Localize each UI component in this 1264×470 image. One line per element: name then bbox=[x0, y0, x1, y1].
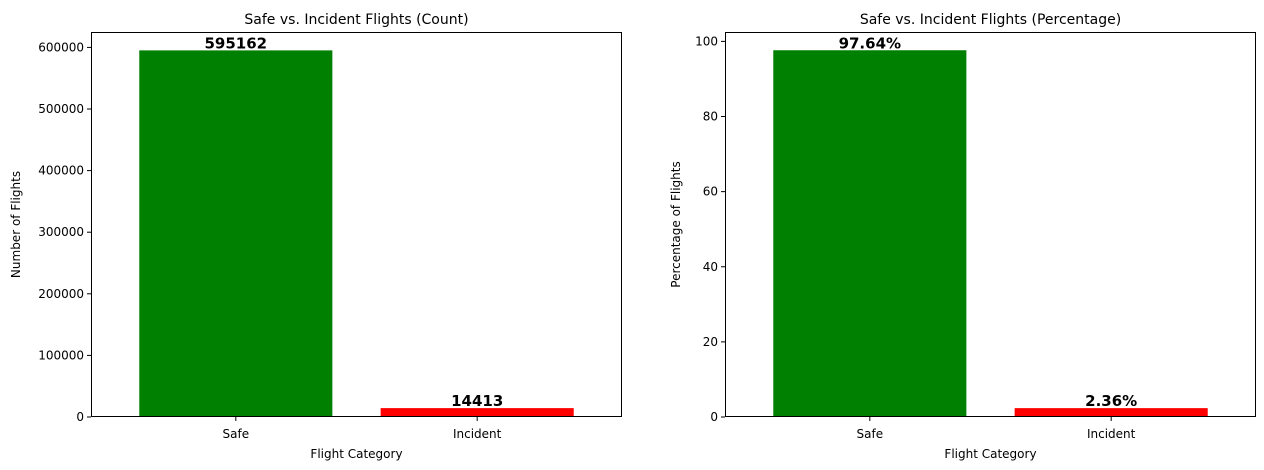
x-axis-label: Flight Category bbox=[310, 447, 402, 461]
data-label-incident: 14413 bbox=[451, 392, 503, 410]
y-tick-label: 600000 bbox=[38, 40, 84, 54]
y-tick-label: 400000 bbox=[38, 164, 84, 178]
y-tick-label: 300000 bbox=[38, 225, 84, 239]
y-tick-label: 80 bbox=[703, 110, 718, 124]
y-tick-label: 100 bbox=[695, 34, 718, 48]
y-tick-label: 40 bbox=[703, 260, 718, 274]
y-axis-label: Number of Flights bbox=[9, 171, 23, 278]
bar-safe bbox=[773, 50, 967, 417]
y-tick-label: 0 bbox=[76, 410, 84, 424]
count-chart-panel: 0 100000 200000 300000 400000 500000 600000 Saf… bbox=[9, 12, 622, 461]
y-tick-label: 20 bbox=[703, 335, 718, 349]
percentage-chart-panel: 0 20 40 60 80 100 Safe Incident 97.64% 2.36% Safe … bbox=[669, 12, 1256, 461]
y-tick-label: 60 bbox=[703, 185, 718, 199]
data-label-safe: 595162 bbox=[205, 34, 268, 52]
x-tick-label: Incident bbox=[453, 427, 502, 441]
bar-incident bbox=[1014, 408, 1208, 417]
chart-title: Safe vs. Incident Flights (Percentage) bbox=[860, 12, 1121, 28]
x-axis-label: Flight Category bbox=[944, 447, 1036, 461]
x-tick-label: Incident bbox=[1087, 427, 1136, 441]
y-tick-label: 0 bbox=[710, 410, 718, 424]
data-label-safe: 97.64% bbox=[839, 34, 901, 52]
x-tick-label: Safe bbox=[857, 427, 884, 441]
plot-frame bbox=[725, 32, 1256, 417]
x-tick-label: Safe bbox=[223, 427, 250, 441]
plot-frame bbox=[91, 32, 622, 417]
bar-safe bbox=[139, 50, 333, 417]
y-tick-label: 200000 bbox=[38, 287, 84, 301]
bar-incident bbox=[380, 408, 574, 417]
data-label-incident: 2.36% bbox=[1085, 392, 1137, 410]
chart-title: Safe vs. Incident Flights (Count) bbox=[244, 12, 468, 28]
y-tick-label: 500000 bbox=[38, 102, 84, 116]
y-axis-label: Percentage of Flights bbox=[669, 161, 683, 287]
y-tick-label: 100000 bbox=[38, 348, 84, 362]
